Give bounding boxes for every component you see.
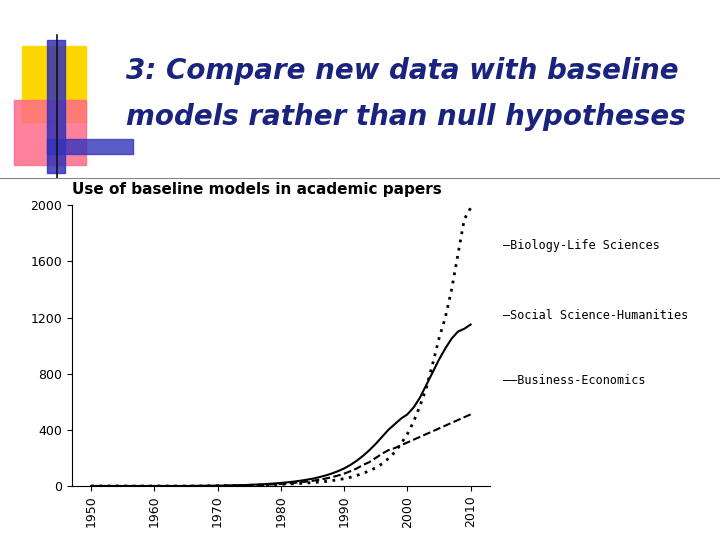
- Text: —Social Science-Humanities: —Social Science-Humanities: [503, 309, 688, 322]
- Text: —Biology-Life Sciences: —Biology-Life Sciences: [503, 239, 660, 252]
- Text: Use of baseline models in academic papers: Use of baseline models in academic paper…: [72, 182, 442, 197]
- Text: models rather than null hypotheses: models rather than null hypotheses: [126, 103, 685, 131]
- Text: ——Business-Economics: ——Business-Economics: [503, 374, 645, 387]
- Text: 3: Compare new data with baseline: 3: Compare new data with baseline: [126, 57, 679, 85]
